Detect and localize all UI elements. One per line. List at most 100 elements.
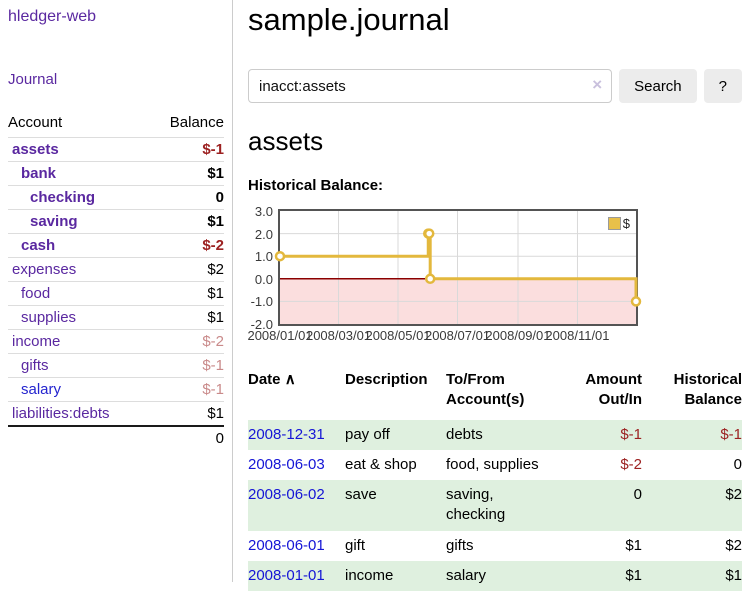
account-link[interactable]: saving xyxy=(8,213,78,230)
account-row: supplies $1 xyxy=(8,306,224,330)
search-button[interactable]: Search xyxy=(619,69,697,103)
transaction-amount: $1 xyxy=(550,561,642,591)
accounts-total-row: 0 xyxy=(8,426,224,450)
register-header-date[interactable]: Date ∧ xyxy=(248,370,345,420)
account-balance: $-2 xyxy=(149,234,224,258)
account-link[interactable]: checking xyxy=(8,189,95,206)
nav-journal-link[interactable]: Journal xyxy=(8,71,57,88)
transaction-balance: $1 xyxy=(642,561,742,591)
transaction-date-link[interactable]: 2008-01-01 xyxy=(248,567,325,584)
sort-ascending-icon: ∧ xyxy=(285,371,296,388)
page-title: sample.journal xyxy=(248,2,742,38)
transaction-description: pay off xyxy=(345,420,446,450)
transaction-amount: $1 xyxy=(550,531,642,561)
transaction-amount: $-1 xyxy=(550,420,642,450)
sidebar: hledger-web Journal Account Balance asse… xyxy=(0,0,233,582)
account-link[interactable]: expenses xyxy=(8,261,76,278)
account-balance: $-1 xyxy=(149,138,224,162)
account-link[interactable]: gifts xyxy=(8,357,49,374)
account-row: assets $-1 xyxy=(8,138,224,162)
account-row: income $-2 xyxy=(8,330,224,354)
data-point-marker xyxy=(632,297,640,305)
account-link[interactable]: liabilities:debts xyxy=(8,405,110,422)
account-balance: $-1 xyxy=(149,354,224,378)
chart-heading: Historical Balance: xyxy=(248,177,742,194)
account-link[interactable]: cash xyxy=(8,237,55,254)
transaction-balance: 0 xyxy=(642,450,742,480)
transaction-accounts: salary xyxy=(446,561,550,591)
account-row: cash $-2 xyxy=(8,234,224,258)
transaction-accounts: food, supplies xyxy=(446,450,550,480)
register-header-description: Description xyxy=(345,370,446,420)
account-link[interactable]: supplies xyxy=(8,309,76,326)
accounts-header-balance: Balance xyxy=(149,112,224,138)
x-tick-label: 2008/07/01 xyxy=(425,328,490,343)
account-row: gifts $-1 xyxy=(8,354,224,378)
account-heading: assets xyxy=(248,126,742,157)
search-input-wrap: × xyxy=(248,69,612,103)
account-row: checking 0 xyxy=(8,186,224,210)
account-balance: $1 xyxy=(149,306,224,330)
main-content: sample.journal × Search ? assets Histori… xyxy=(248,0,742,591)
account-row: salary $-1 xyxy=(8,378,224,402)
transaction-date-link[interactable]: 2008-06-01 xyxy=(248,537,325,554)
account-row: liabilities:debts $1 xyxy=(8,402,224,427)
search-bar: × Search ? xyxy=(248,69,742,103)
legend-label: $ xyxy=(623,216,630,231)
x-tick-label: 2008/05/01 xyxy=(365,328,430,343)
transaction-date-link[interactable]: 2008-12-31 xyxy=(248,426,325,443)
accounts-total-balance: 0 xyxy=(149,426,224,450)
account-balance: $-2 xyxy=(149,330,224,354)
y-tick-label: 0.0 xyxy=(239,273,273,286)
account-link[interactable]: salary xyxy=(8,381,61,398)
transaction-amount: $-2 xyxy=(550,450,642,480)
transaction-description: gift xyxy=(345,531,446,561)
x-tick-label: 2008/03/01 xyxy=(306,328,371,343)
transaction-description: income xyxy=(345,561,446,591)
help-button[interactable]: ? xyxy=(704,69,742,103)
search-input[interactable] xyxy=(248,69,612,103)
account-link[interactable]: assets xyxy=(8,141,59,158)
data-point-marker xyxy=(276,252,284,260)
chart-legend: $ xyxy=(608,216,630,231)
account-link[interactable]: food xyxy=(8,285,50,302)
transaction-accounts: gifts xyxy=(446,531,550,561)
x-tick-label: 2008/01/01 xyxy=(247,328,312,343)
y-tick-label: 3.0 xyxy=(239,205,273,218)
register-header-amount: Amount Out/In xyxy=(550,370,642,420)
account-link[interactable]: bank xyxy=(8,165,56,182)
transaction-date-link[interactable]: 2008-06-03 xyxy=(248,456,325,473)
y-tick-label: -1.0 xyxy=(239,295,273,308)
transaction-description: eat & shop xyxy=(345,450,446,480)
data-point-marker xyxy=(425,230,433,238)
account-balance: $1 xyxy=(149,402,224,427)
y-tick-label: 1.0 xyxy=(239,250,273,263)
transaction-accounts: debts xyxy=(446,420,550,450)
account-balance: $2 xyxy=(149,258,224,282)
app-brand[interactable]: hledger-web xyxy=(8,8,224,26)
account-balance: $1 xyxy=(149,210,224,234)
transaction-date-link[interactable]: 2008-06-02 xyxy=(248,486,325,503)
clear-search-icon[interactable]: × xyxy=(592,75,602,95)
register-header-accounts: To/From Account(s) xyxy=(446,370,550,420)
account-link[interactable]: income xyxy=(8,333,60,350)
account-balance: 0 xyxy=(149,186,224,210)
accounts-body: assets $-1 bank $1 checking 0 saving $1 cash $-2 e… xyxy=(8,138,224,427)
transaction-description: save xyxy=(345,480,446,531)
transaction-amount: 0 xyxy=(550,480,642,531)
transaction-balance: $-1 xyxy=(642,420,742,450)
data-point-marker xyxy=(426,275,434,283)
balance-chart-svg xyxy=(280,211,636,324)
account-balance: $-1 xyxy=(149,378,224,402)
register-table: Date ∧ Description To/From Account(s) Am… xyxy=(248,370,742,591)
x-tick-label: 2008/11/01 xyxy=(545,328,609,343)
account-row: saving $1 xyxy=(8,210,224,234)
